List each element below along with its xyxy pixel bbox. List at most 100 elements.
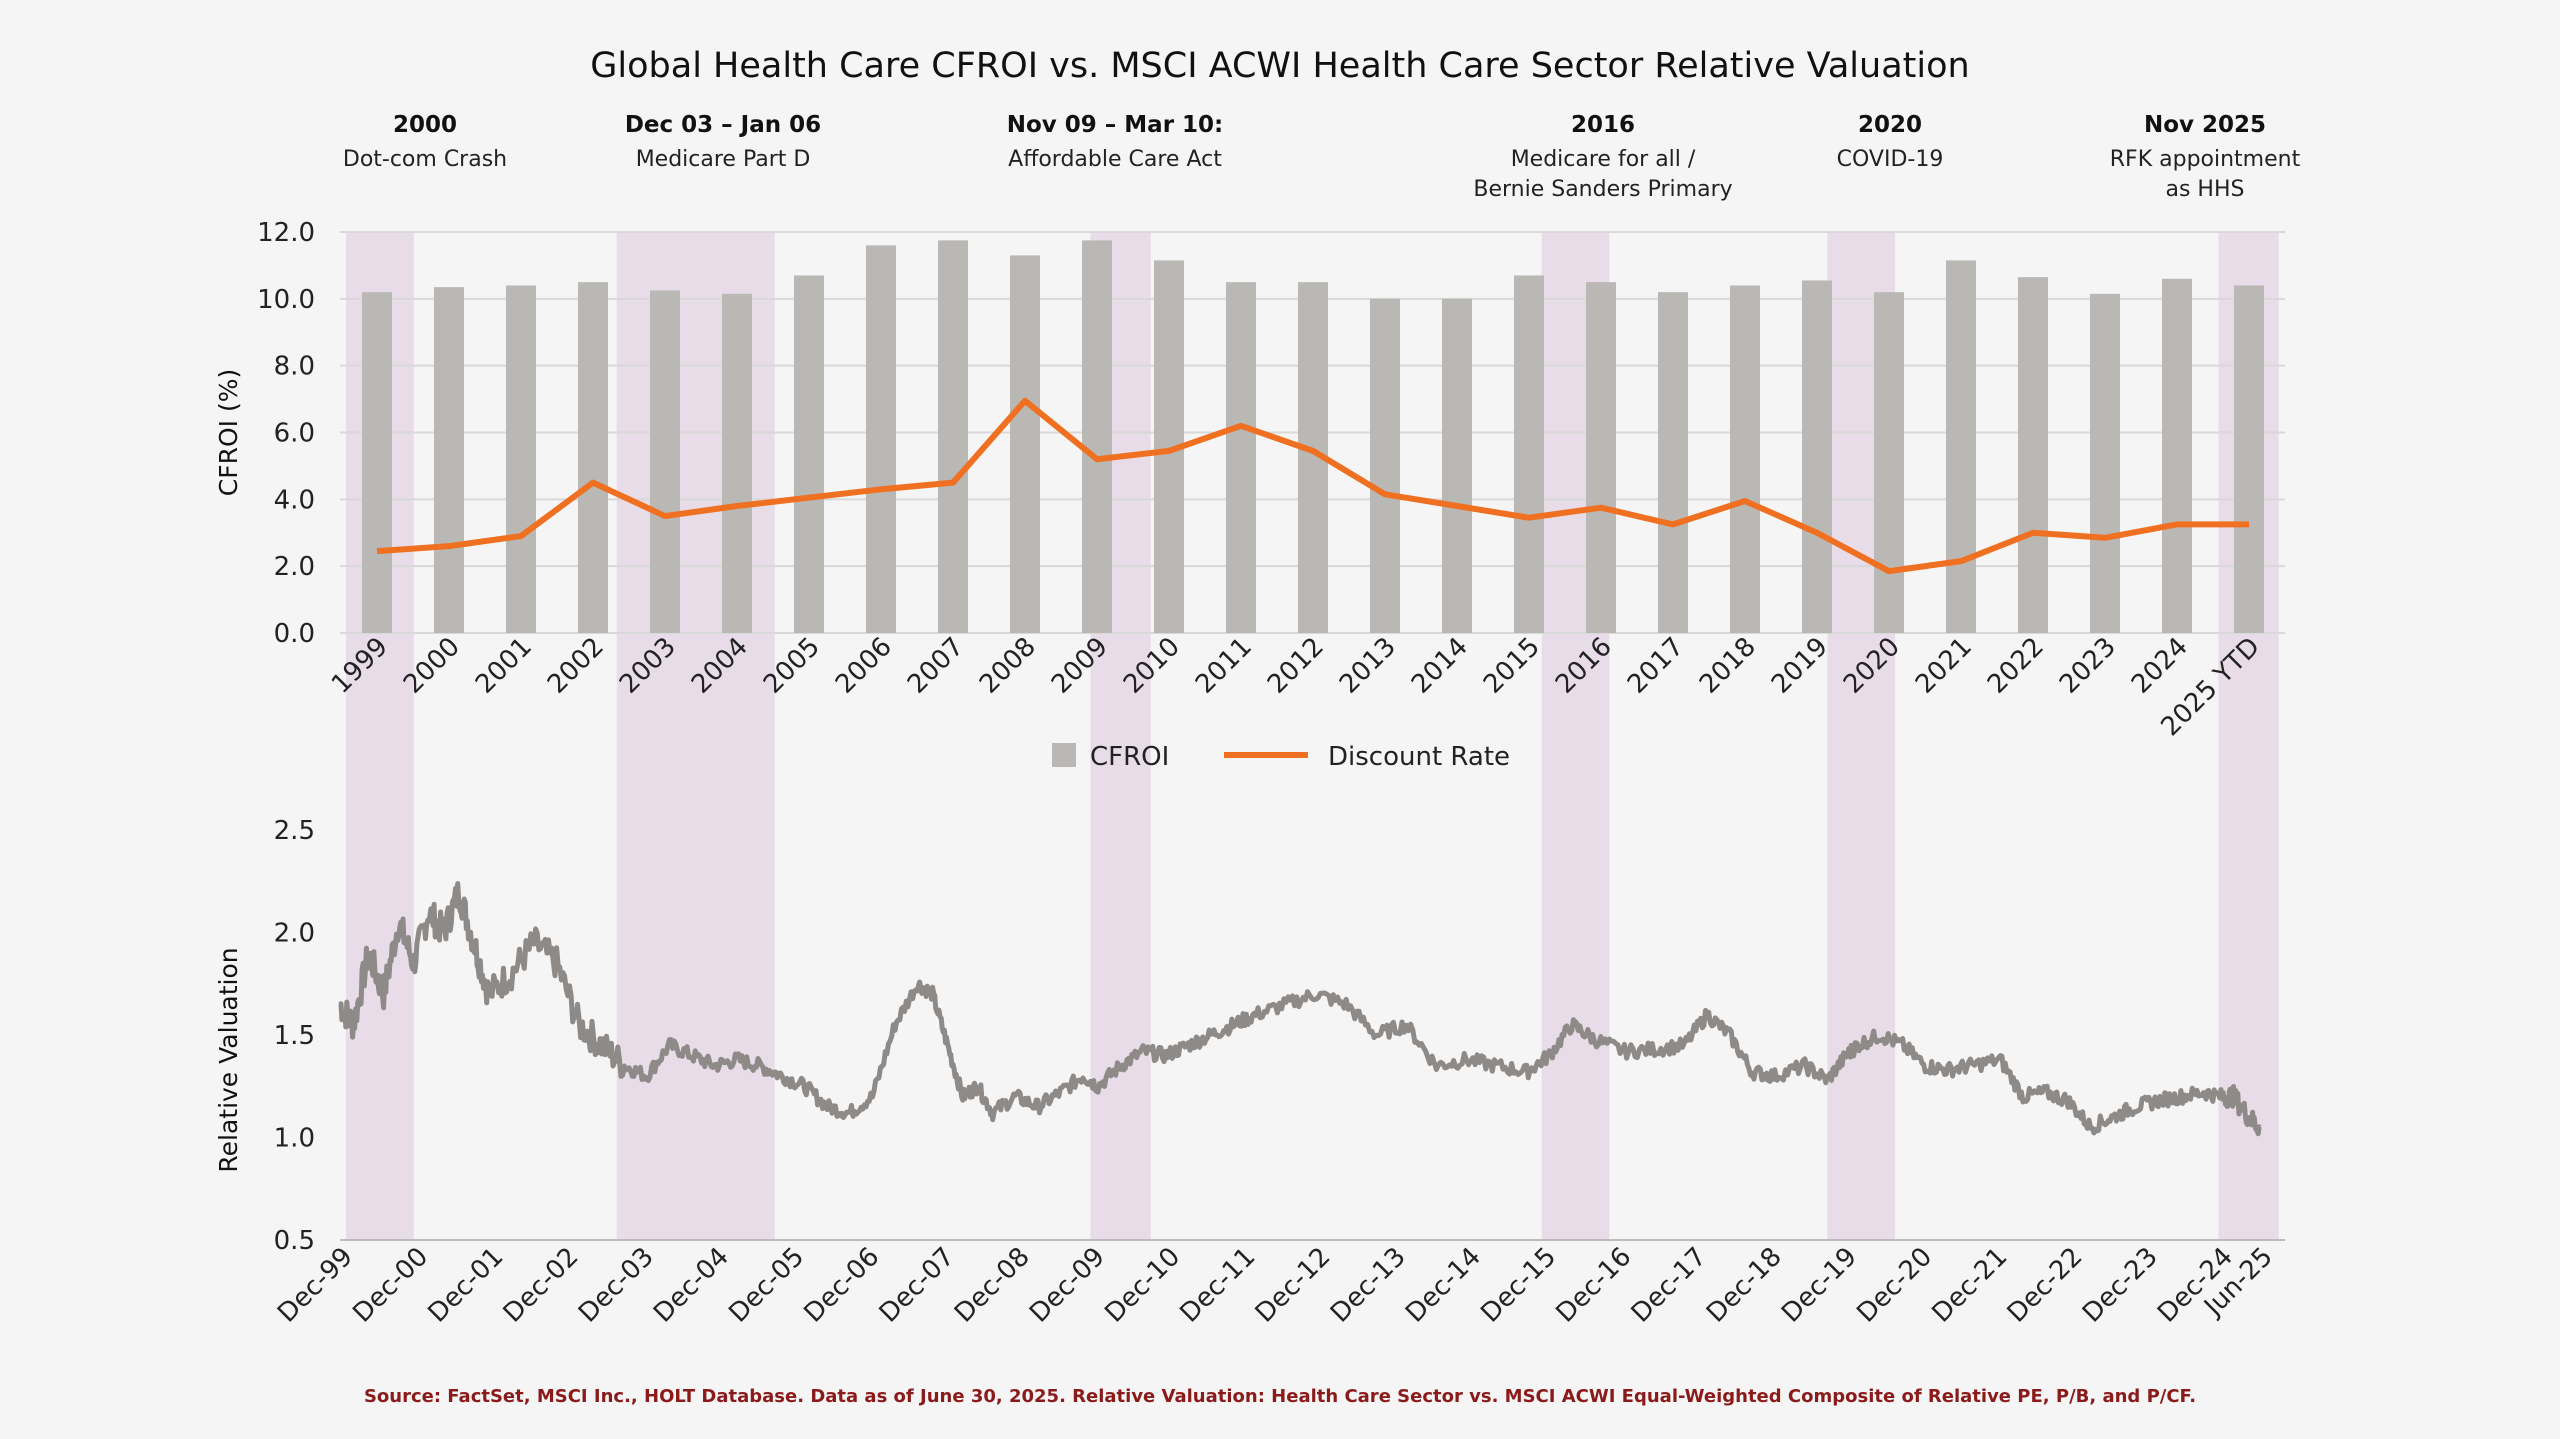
cfroi-bar [578,282,608,633]
bottom-xtick-label: Dec-05 [723,1242,810,1329]
top-xtick-label: 2018 [1694,632,1762,700]
cfroi-bar [1010,255,1040,633]
bottom-xtick-label: Dec-02 [498,1242,585,1329]
top-xtick-label: 2017 [1622,632,1690,700]
bottom-xtick-label: Dec-10 [1099,1242,1186,1329]
relative-valuation-line [338,881,2262,1137]
cfroi-bar [2162,278,2192,633]
cfroi-bar [1226,282,1256,633]
annotation-text: Medicare for all / [1511,147,1696,172]
cfroi-bar [506,285,536,633]
cfroi-bar [362,292,392,633]
top-ytick-label: 8.0 [274,352,315,382]
annotation-text: Affordable Care Act [1008,147,1222,172]
bottom-xtick-label: Dec-13 [1325,1242,1412,1329]
bottom-xtick-label: Dec-23 [2077,1242,2164,1329]
cfroi-bar [1514,275,1544,633]
top-ytick-label: 12.0 [257,218,315,248]
annotation-title: Nov 2025 [2144,112,2266,138]
cfroi-bar [650,290,680,633]
cfroi-bar [1946,260,1976,633]
relative-valuation-series-line [338,881,2262,1137]
cfroi-bar [1658,292,1688,633]
discount-rate-series-line [376,397,2249,575]
cfroi-bar [1730,285,1760,633]
annotation-text: Medicare Part D [636,147,811,172]
bottom-xtick-label: Dec-06 [799,1242,886,1329]
bottom-xtick-label: Dec-20 [1851,1242,1938,1329]
bottom-xtick-label: Dec-15 [1475,1242,1562,1329]
top-xtick-label: 2008 [974,632,1042,700]
cfroi-bar [938,240,968,633]
bottom-xtick-label: Dec-00 [347,1242,434,1329]
chart-title: Global Health Care CFROI vs. MSCI ACWI H… [590,46,1969,86]
cfroi-bar [1874,292,1904,633]
cfroi-bar [722,293,752,633]
cfroi-bar [434,287,464,633]
bottom-xtick-label: Dec-11 [1175,1242,1262,1329]
bottom-ytick-label: 2.0 [274,919,315,949]
top-ytick-label: 2.0 [274,552,315,582]
annotation-text: COVID-19 [1837,147,1944,172]
top-xtick-label: 2021 [1910,632,1978,700]
legend-cfroi-label: CFROI [1090,742,1169,772]
annotation-title: 2020 [1858,112,1922,138]
bottom-xtick-label: Dec-03 [573,1242,660,1329]
bottom-xtick-label: Dec-07 [874,1242,961,1329]
cfroi-bar [1370,298,1400,633]
top-xtick-label: 2024 [2126,632,2194,700]
annotation-text: Dot-com Crash [343,147,507,172]
bottom-xtick-label: Dec-04 [648,1242,735,1329]
top-xtick-label: 2007 [902,632,970,700]
bottom-xtick-label: Dec-17 [1626,1242,1713,1329]
top-xtick-label: 2006 [830,632,898,700]
cfroi-bar [2090,293,2120,633]
cfroi-bar [2234,285,2264,633]
cfroi-bar [1082,240,1112,633]
cfroi-bar [1802,280,1832,633]
cfroi-bar [1586,282,1616,633]
top-xtick-label: 2014 [1406,632,1474,700]
bottom-xtick-label: Dec-14 [1400,1242,1487,1329]
cfroi-bar [866,245,896,633]
annotation-text: Bernie Sanders Primary [1473,177,1732,202]
top-y-axis-title: CFROI (%) [214,369,243,496]
top-xtick-label: 2001 [470,632,538,700]
bottom-xtick-label: Dec-09 [1024,1242,1111,1329]
legend-cfroi-swatch [1052,743,1076,767]
annotation-title: Dec 03 – Jan 06 [625,112,821,138]
top-xtick-label: 2011 [1190,632,1258,700]
cfroi-bar [794,275,824,633]
top-ytick-label: 4.0 [274,485,315,515]
top-ytick-label: 6.0 [274,419,315,449]
cfroi-bar [2018,277,2048,633]
top-xtick-label: 2012 [1262,632,1330,700]
bottom-ytick-label: 2.5 [274,816,315,846]
bottom-xtick-label: Dec-12 [1250,1242,1337,1329]
top-xtick-label: 2015 [1478,632,1546,700]
bottom-xtick-label: Dec-21 [1927,1242,2014,1329]
bottom-ytick-label: 1.0 [274,1124,315,1154]
bottom-xtick-label: Dec-08 [949,1242,1036,1329]
annotation-text: RFK appointment [2110,147,2301,172]
top-xtick-label: 2023 [2054,632,2122,700]
bottom-xtick-label: Dec-19 [1776,1242,1863,1329]
top-xtick-label: 2013 [1334,632,1402,700]
bottom-ytick-label: 1.5 [274,1021,315,1051]
legend-discount-label: Discount Rate [1328,742,1510,772]
bottom-xtick-label: Dec-16 [1551,1242,1638,1329]
top-ytick-label: 10.0 [257,285,315,315]
bottom-xtick-label: Dec-22 [2002,1242,2089,1329]
bottom-xtick-label: Dec-01 [423,1242,510,1329]
discount-rate-line [376,397,2249,575]
top-xtick-label: 2022 [1982,632,2050,700]
bottom-y-axis-title: Relative Valuation [214,947,243,1172]
annotation-text: as HHS [2166,177,2245,202]
top-xtick-label: 2002 [542,632,610,700]
cfroi-bars [362,240,2264,633]
bottom-ytick-label: 0.5 [274,1226,315,1256]
annotation-title: 2000 [393,112,457,138]
